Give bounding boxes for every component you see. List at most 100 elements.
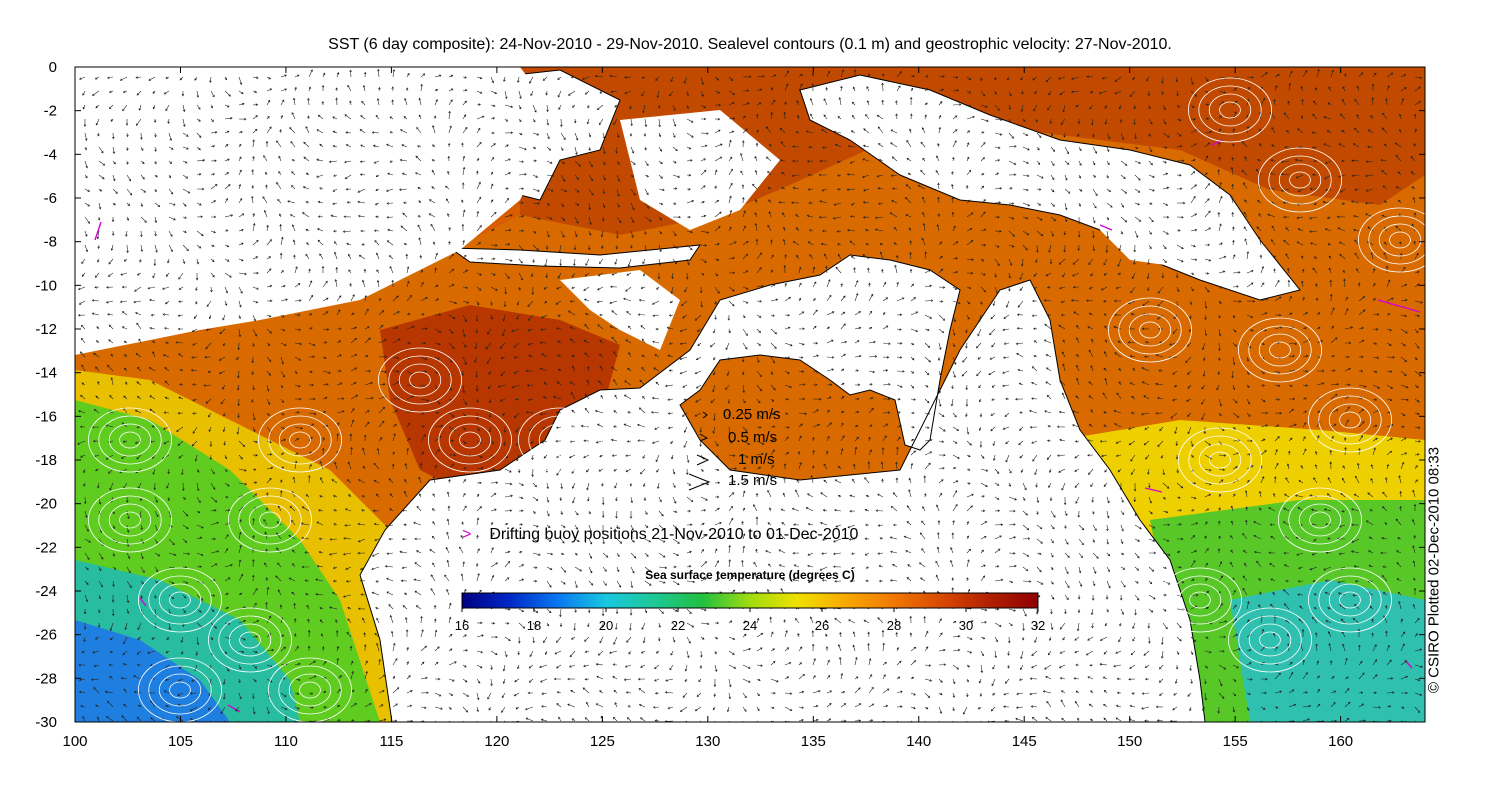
velocity-vector [252,128,258,134]
velocity-vector [210,104,213,109]
velocity-vector [1414,101,1421,106]
velocity-vector [686,200,695,204]
velocity-vector [518,104,522,110]
velocity-vector [922,157,926,162]
velocity-vector [251,185,255,190]
velocity-vector [1120,174,1126,180]
velocity-vector [920,141,926,148]
velocity-vector [332,188,338,192]
velocity-vector [740,170,744,176]
velocity-vector [557,90,562,98]
velocity-vector [518,201,524,205]
velocity-vector [1106,132,1111,140]
velocity-vector [307,97,310,106]
velocity-vector [532,174,539,178]
velocity-vector [238,131,243,134]
velocity-vector [97,132,100,137]
velocity-vector [1381,170,1388,176]
velocity-vector [1034,90,1038,95]
velocity-vector [1176,104,1180,108]
velocity-vector [1231,183,1234,190]
velocity-vector [1311,131,1318,135]
velocity-vector [1398,199,1402,204]
velocity-vector [602,188,606,195]
velocity-vector [210,159,217,163]
velocity-vector [112,174,116,182]
velocity-vector [386,143,394,148]
velocity-vector [672,118,677,127]
velocity-vector [1134,188,1141,193]
velocity-vector [966,104,972,107]
velocity-vector [224,184,231,190]
velocity-vector [1413,142,1417,148]
velocity-vector [238,76,243,85]
velocity-vector [462,166,466,176]
velocity-vector [445,185,450,190]
velocity-vector [1204,76,1209,82]
velocity-vector [1231,157,1235,162]
velocity-vector [672,174,681,178]
velocity-vector [741,140,745,148]
velocity-vector [1022,174,1030,177]
velocity-vector [196,159,206,162]
velocity-vector [1050,132,1053,137]
velocity-vector [266,126,272,134]
velocity-vector [252,222,256,232]
y-tick-label: -24 [35,583,57,600]
velocity-vector [588,174,593,182]
velocity-vector [966,90,972,94]
velocity-vector [345,187,352,191]
velocity-vector [1033,104,1038,112]
velocity-vector [877,187,884,190]
velocity-vector [1364,174,1374,178]
velocity-vector [643,230,647,235]
velocity-vector [644,160,649,166]
velocity-vector [714,76,720,81]
velocity-vector [398,188,408,191]
velocity-vector [345,131,352,134]
velocity-vector [586,118,590,125]
velocity-vector [1120,160,1128,166]
velocity-vector [818,173,828,177]
velocity-vector [624,90,632,95]
velocity-vector [1190,184,1197,190]
velocity-vector [490,171,493,176]
velocity-vector [210,90,215,98]
velocity-vector [399,129,408,134]
velocity-vector [140,160,145,164]
velocity-vector [1395,154,1402,162]
velocity-vector [728,182,733,190]
velocity-vector [895,113,898,120]
velocity-vector [1035,118,1039,123]
velocity-vector [1218,195,1223,204]
velocity-vector [238,228,244,232]
velocity-vector [532,146,536,149]
velocity-vector [97,216,101,221]
velocity-vector [728,139,732,148]
velocity-vector [307,115,310,120]
velocity-vector [714,117,721,121]
velocity-vector [1342,86,1346,92]
velocity-vector [1353,143,1360,148]
velocity-vector [1106,216,1109,221]
velocity-vector [890,142,898,148]
velocity-vector [881,99,885,106]
velocity-vector [1365,188,1374,192]
velocity-vector [1412,196,1416,204]
velocity-vector [781,187,786,190]
velocity-vector [1218,90,1226,94]
velocity-vector [616,160,620,165]
velocity-vector [629,132,633,137]
velocity-vector [266,224,269,232]
velocity-vector [1217,169,1220,176]
velocity-vector [742,102,750,106]
velocity-vector [1064,174,1068,181]
velocity-vector [1295,174,1304,179]
velocity-vector [305,126,310,134]
velocity-vector [1358,72,1364,78]
velocity-vector [557,76,562,80]
velocity-vector [728,209,733,218]
velocity-vector [400,225,408,232]
x-tick-label: 110 [274,733,298,750]
